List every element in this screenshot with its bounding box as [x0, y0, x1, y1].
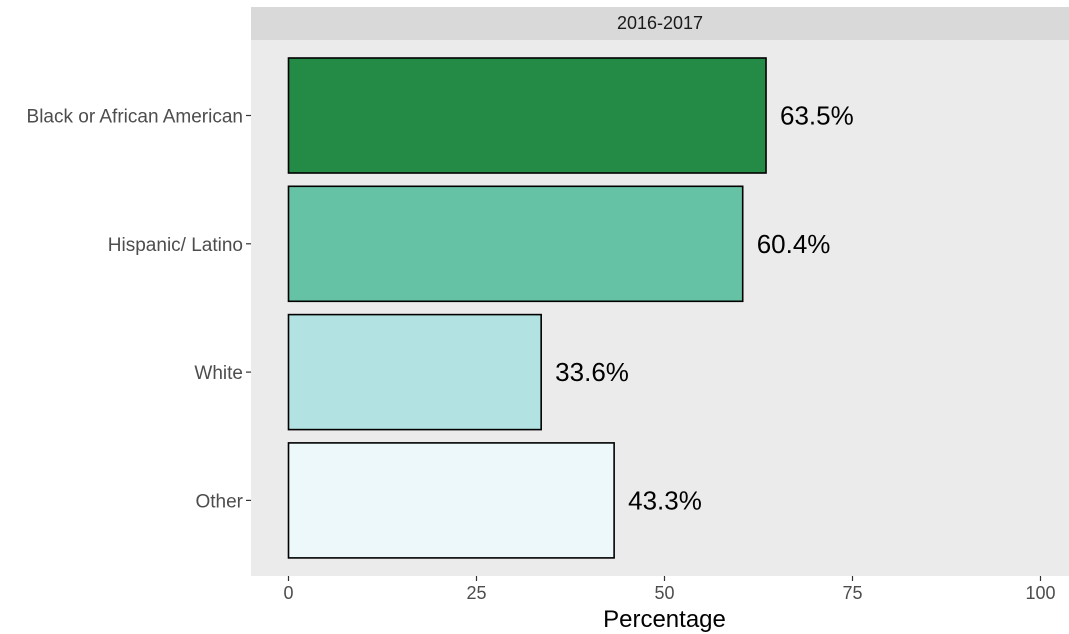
facet-strip-label: 2016-2017	[617, 13, 703, 33]
category-label-0: Black or African American	[27, 107, 243, 128]
bars-layer: 63.5% 60.4% 33.6% 43.3%	[287, 57, 854, 559]
bar-2	[287, 313, 542, 431]
data-label-3: 43.3%	[628, 485, 702, 515]
bar-1	[287, 185, 744, 303]
x-axis-title: Percentage	[603, 606, 726, 633]
x-tick-label-3: 75	[842, 583, 862, 603]
facet-strip	[251, 7, 1069, 40]
x-tick-label-0: 0	[283, 583, 293, 603]
category-label-1: Hispanic/ Latino	[108, 235, 243, 256]
category-label-3: Other	[195, 491, 243, 512]
x-tick-label-1: 25	[466, 583, 486, 603]
category-label-2: White	[194, 363, 243, 384]
x-tick-label-4: 100	[1025, 583, 1055, 603]
x-tick-label-2: 50	[654, 583, 674, 603]
value-axis: 0 25 50 75 100	[283, 576, 1056, 603]
data-label-1: 60.4%	[757, 229, 831, 259]
bar-3	[287, 442, 615, 559]
category-axis: Black or African American Hispanic/ Latin…	[27, 107, 251, 512]
data-label-2: 33.6%	[555, 357, 629, 387]
data-label-0: 63.5%	[780, 101, 854, 131]
bar-0	[287, 57, 767, 174]
